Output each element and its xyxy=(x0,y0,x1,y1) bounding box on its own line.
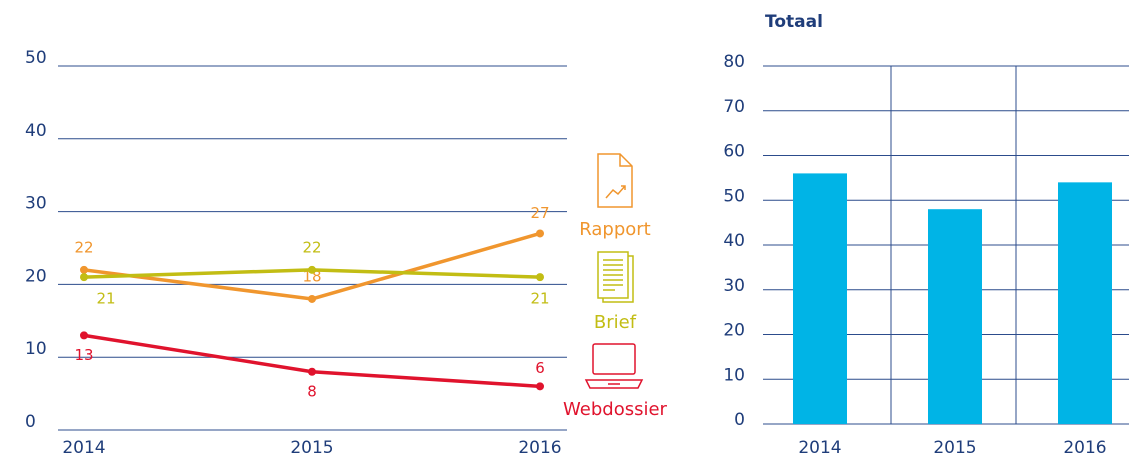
bar xyxy=(928,209,982,424)
y-tick-label: 10 xyxy=(723,365,745,385)
data-label: 13 xyxy=(74,346,93,364)
y-tick-label: 40 xyxy=(25,121,47,141)
x-tick-label: 2015 xyxy=(290,438,333,458)
line xyxy=(83,333,541,389)
y-tick-label: 70 xyxy=(723,97,745,117)
bar xyxy=(793,173,847,424)
x-tick-label: 2015 xyxy=(933,438,976,458)
x-tick-label: 2014 xyxy=(798,438,841,458)
y-tick-label: 60 xyxy=(723,142,745,162)
data-label: 8 xyxy=(307,382,317,400)
legend-label: Rapport xyxy=(579,219,650,240)
rapport-icon xyxy=(597,153,633,208)
y-tick-label: 30 xyxy=(25,194,47,214)
bar xyxy=(1058,182,1112,424)
x-tick-label: 2016 xyxy=(518,438,561,458)
point xyxy=(80,273,88,282)
y-tick-label: 50 xyxy=(25,48,47,68)
data-label: 27 xyxy=(530,204,549,222)
y-tick-label: 40 xyxy=(723,231,745,251)
webdossier-icon xyxy=(584,343,644,389)
point xyxy=(80,265,88,274)
point xyxy=(536,229,544,238)
legend-label: Brief xyxy=(594,312,637,333)
y-tick-label: 20 xyxy=(25,266,47,286)
point xyxy=(308,294,316,303)
legend-label: Webdossier xyxy=(563,399,668,420)
y-tick-label: 80 xyxy=(723,52,745,72)
data-label: 6 xyxy=(535,359,545,377)
data-label: 21 xyxy=(96,290,115,308)
brief-icon xyxy=(597,251,634,303)
y-tick-label: 0 xyxy=(25,412,36,432)
point xyxy=(536,382,544,391)
point xyxy=(308,265,316,274)
y-tick-label: 50 xyxy=(723,186,745,206)
x-tick-label: 2014 xyxy=(62,438,105,458)
point xyxy=(536,273,544,282)
chart-title: Totaal xyxy=(765,12,823,32)
y-tick-label: 10 xyxy=(25,339,47,359)
data-label: 22 xyxy=(302,238,321,256)
data-label: 22 xyxy=(74,238,93,256)
x-tick-label: 2016 xyxy=(1063,438,1106,458)
y-tick-label: 30 xyxy=(723,276,745,296)
y-tick-label: 0 xyxy=(734,410,745,430)
legend-icons xyxy=(584,153,644,389)
point xyxy=(308,367,316,376)
data-label: 18 xyxy=(302,267,321,285)
point xyxy=(80,331,88,340)
y-tick-label: 20 xyxy=(723,321,745,341)
data-label: 21 xyxy=(530,290,549,308)
